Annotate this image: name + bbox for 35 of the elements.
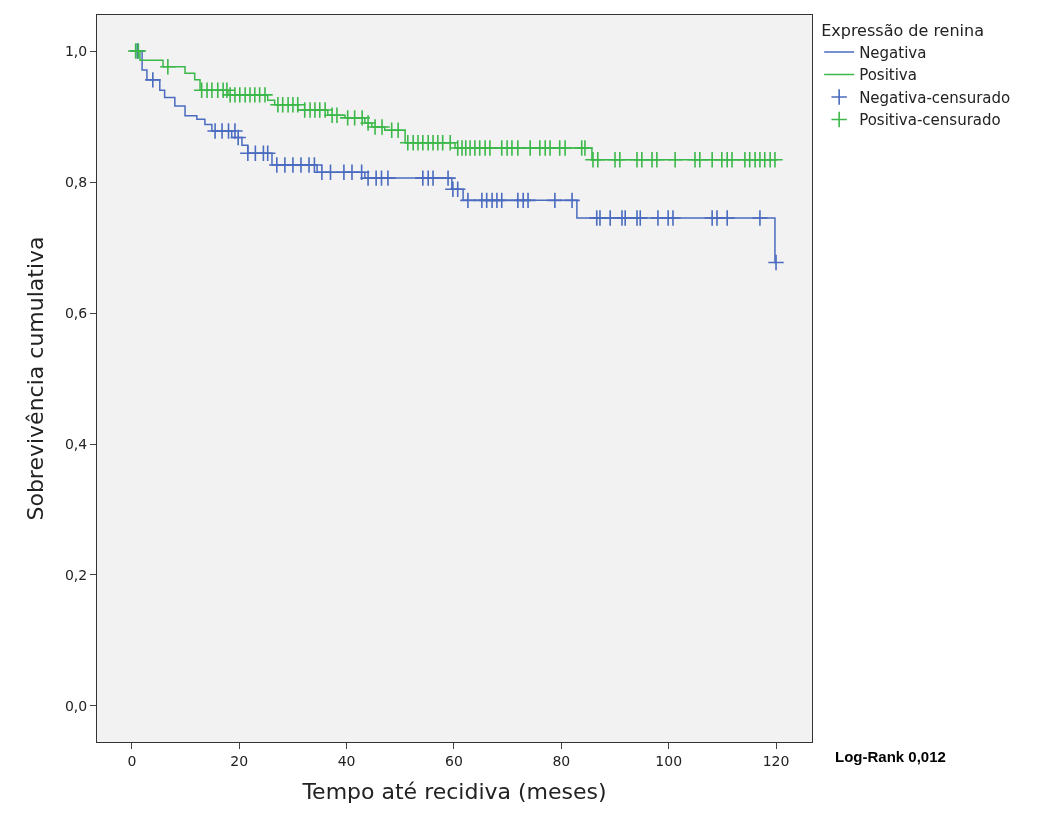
- x-tick-label: 20: [230, 752, 249, 769]
- point: [664, 209, 682, 227]
- point: [493, 191, 511, 209]
- legend-title: Expressão de renina: [821, 20, 984, 40]
- y-tick-label: 1,0: [64, 42, 88, 59]
- x-tick-label: 120: [762, 752, 790, 769]
- point: [519, 191, 537, 209]
- y-tick-label: 0,6: [64, 304, 88, 321]
- point: [322, 163, 339, 181]
- x-tick-label: 40: [337, 752, 356, 769]
- legend-label: Positiva: [859, 66, 917, 85]
- y-axis-title: Sobrevivência cumulativa: [22, 236, 48, 521]
- point: [563, 191, 581, 209]
- y-tick-label: 0,2: [64, 566, 88, 583]
- point: [144, 71, 162, 89]
- legend-label: Negativa-censurado: [859, 88, 1011, 107]
- legend-label: Negativa: [859, 43, 927, 62]
- point: [439, 169, 457, 187]
- y-tick-label: 0,4: [64, 435, 88, 452]
- point: [459, 191, 477, 209]
- y-tick-label: 0,8: [64, 173, 88, 190]
- point: [767, 254, 785, 272]
- legend-label: Positiva-censurado: [859, 111, 1001, 130]
- x-axis-title: Tempo até recidiva (meses): [301, 778, 607, 804]
- point: [751, 209, 769, 227]
- point: [718, 209, 736, 227]
- point: [546, 191, 564, 209]
- x-tick-label: 80: [552, 752, 571, 769]
- x-tick-label: 0: [127, 752, 137, 769]
- point: [449, 180, 467, 198]
- text: Log-Rank 0,012: [835, 748, 946, 765]
- x-tick-label: 60: [445, 752, 463, 769]
- point: [259, 144, 277, 162]
- x-tick-label: 100: [655, 752, 683, 769]
- y-tick-label: 0,0: [64, 697, 88, 714]
